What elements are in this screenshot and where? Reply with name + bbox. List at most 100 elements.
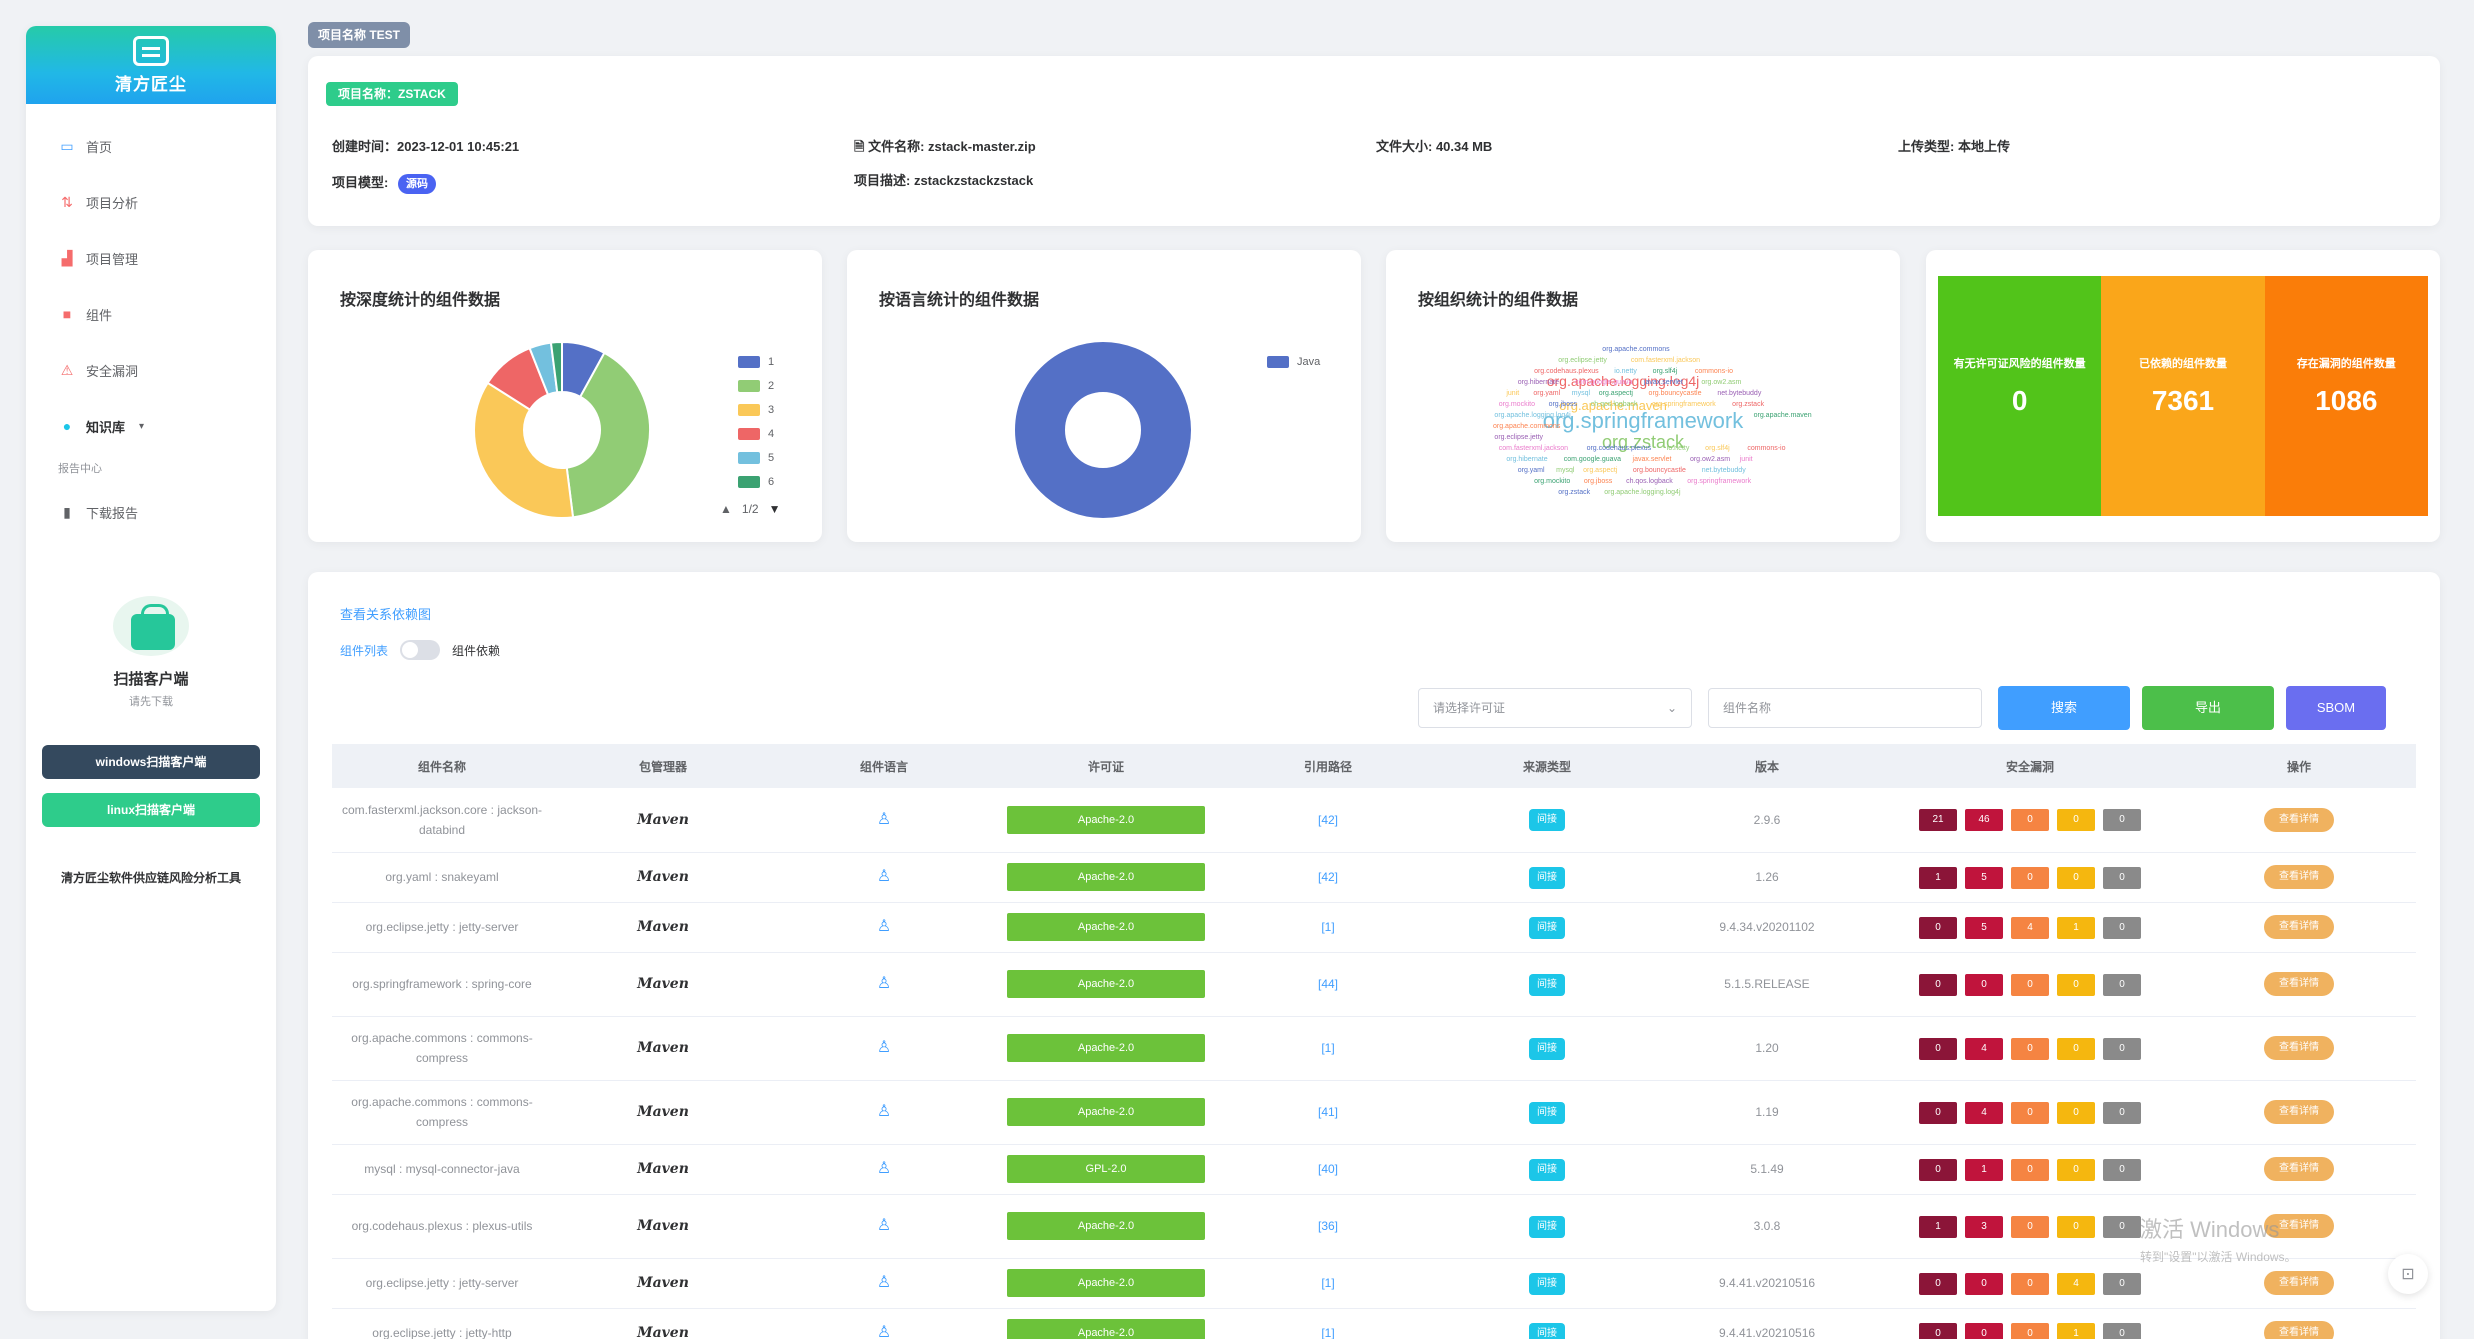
cite-path-link[interactable]: [36] (1317, 1219, 1338, 1233)
legend-item[interactable]: 1 (738, 350, 774, 374)
export-button[interactable]: 导出 (2142, 686, 2274, 730)
cite-path-link[interactable]: [42] (1317, 870, 1338, 884)
wordcloud-word[interactable]: org.zstack (1558, 489, 1590, 496)
toggle-left-label[interactable]: 组件列表 (340, 643, 389, 658)
wordcloud-word[interactable]: junit (1505, 390, 1519, 397)
cite-path-link[interactable]: [40] (1317, 1162, 1338, 1176)
wordcloud-word[interactable]: commons-io (1695, 368, 1733, 375)
wordcloud-word[interactable]: com.fasterxml.jackson (1631, 357, 1700, 364)
license-select[interactable]: 请选择许可证 ⌄ (1418, 688, 1692, 728)
brand-logo[interactable]: 清方匠尘 (26, 26, 276, 104)
wordcloud-word[interactable]: net.bytebuddy (1717, 390, 1761, 397)
cite-path-link[interactable]: [44] (1317, 977, 1338, 991)
wordcloud-word[interactable]: net.bytebuddy (1702, 467, 1746, 474)
wordcloud-word[interactable]: org.mockito (1499, 401, 1535, 408)
view-details-button[interactable]: 查看详情 (2264, 1036, 2334, 1060)
stat-license-risk[interactable]: 有无许可证风险的组件数量 0 (1938, 276, 2102, 516)
license-badge[interactable]: Apache-2.0 (1007, 805, 1205, 834)
view-details-button[interactable]: 查看详情 (2264, 1271, 2334, 1295)
legend-item[interactable]: 3 (738, 398, 774, 422)
next-page-icon[interactable]: ▼ (768, 502, 781, 516)
wordcloud-word[interactable]: org.apache.commons (1602, 346, 1670, 353)
wordcloud-word[interactable]: org.mockito (1534, 478, 1570, 485)
view-details-button[interactable]: 查看详情 (2264, 1321, 2334, 1339)
cite-path-link[interactable]: [1] (1321, 1041, 1335, 1055)
float-action-button[interactable]: ⊡ (2388, 1254, 2428, 1294)
license-badge[interactable]: Apache-2.0 (1007, 1212, 1205, 1240)
wordcloud-word[interactable]: org.codehaus.plexus (1587, 445, 1652, 452)
wordcloud-word[interactable]: org.apache.maven (1559, 398, 1667, 413)
wordcloud-word[interactable]: org.aspectj (1583, 467, 1618, 474)
wordcloud-word[interactable]: org.springframework (1652, 401, 1716, 408)
view-details-button[interactable]: 查看详情 (2264, 915, 2334, 939)
view-details-button[interactable]: 查看详情 (2264, 1157, 2334, 1181)
legend-item[interactable]: 2 (738, 374, 774, 398)
cite-path-link[interactable]: [1] (1321, 1276, 1335, 1290)
stat-vulnerable[interactable]: 存在漏洞的组件数量 1086 (2264, 276, 2428, 516)
wordcloud-word[interactable]: javax.servlet (1643, 379, 1683, 386)
wordcloud-word[interactable]: org.zstack (1732, 401, 1764, 408)
wordcloud-word[interactable]: org.bouncycastle (1633, 467, 1686, 474)
wordcloud-word[interactable]: ch.qos.logback (1591, 401, 1638, 408)
nav-item-project-analysis[interactable]: ⇅ 项目分析 (26, 174, 276, 230)
cite-path-link[interactable]: [1] (1321, 1326, 1335, 1339)
wordcloud-word[interactable]: org.springframework (1543, 408, 1745, 433)
license-badge[interactable]: Apache-2.0 (1007, 913, 1205, 941)
wordcloud-word[interactable]: junit (1739, 456, 1753, 463)
view-switch[interactable] (400, 640, 441, 660)
slice-depth-3[interactable] (473, 381, 575, 519)
legend-item[interactable]: 6 (738, 470, 774, 494)
stat-dependencies[interactable]: 已依赖的组件数量 7361 (2101, 276, 2265, 516)
legend-item[interactable]: 5 (738, 446, 774, 470)
wordcloud-word[interactable]: org.apache.maven (1754, 412, 1812, 419)
license-badge[interactable]: GPL-2.0 (1007, 1155, 1205, 1183)
windows-client-button[interactable]: windows扫描客户端 (42, 745, 260, 779)
wordcloud-word[interactable]: org.yaml (1533, 390, 1560, 397)
wordcloud-word[interactable]: commons-io (1747, 445, 1785, 452)
wordcloud-word[interactable]: org.springframework (1687, 478, 1751, 485)
nav-item-project-manage[interactable]: ▟ 项目管理 (26, 230, 276, 286)
wordcloud-word[interactable]: org.hibernate (1518, 379, 1559, 386)
wordcloud-word[interactable]: com.google.guava (1564, 456, 1621, 463)
cite-path-link[interactable]: [41] (1317, 1105, 1338, 1119)
slice-depth-6[interactable] (549, 340, 563, 394)
wordcloud-word[interactable]: org.eclipse.jetty (1558, 357, 1607, 364)
wordcloud-word[interactable]: io.netty (1614, 368, 1637, 375)
license-badge[interactable]: Apache-2.0 (1007, 1269, 1205, 1297)
view-details-button[interactable]: 查看详情 (2264, 972, 2334, 996)
license-badge[interactable]: Apache-2.0 (1007, 970, 1205, 998)
project-tab-tag[interactable]: 项目名称 TEST (308, 22, 411, 48)
license-badge[interactable]: Apache-2.0 (1007, 1098, 1205, 1126)
slice-depth-2[interactable] (565, 351, 651, 519)
nav-item-vulnerabilities[interactable]: ⚠ 安全漏洞 (26, 342, 276, 398)
legend-item[interactable]: 4 (738, 422, 774, 446)
slice-java[interactable] (1015, 342, 1191, 518)
wordcloud-word[interactable]: javax.servlet (1632, 456, 1672, 463)
nav-item-home[interactable]: ▭ 首页 (26, 118, 276, 174)
view-details-button[interactable]: 查看详情 (2264, 807, 2334, 832)
wordcloud-word[interactable]: org.apache.logging.log4j (1604, 489, 1681, 496)
wordcloud-word[interactable]: org.slf4j (1705, 445, 1730, 452)
wordcloud-word[interactable]: org.hibernate (1506, 456, 1547, 463)
wordcloud-word[interactable]: ch.qos.logback (1626, 478, 1673, 485)
cite-path-link[interactable]: [1] (1321, 920, 1335, 934)
wordcloud-word[interactable]: org.aspectj (1599, 390, 1634, 397)
nav-item-knowledge-base[interactable]: ● 知识库 ▾ (26, 398, 276, 454)
wordcloud-word[interactable]: com.fasterxml.jackson (1499, 445, 1568, 452)
wordcloud-word[interactable]: com.google.guava (1575, 379, 1632, 386)
sbom-button[interactable]: SBOM (2286, 686, 2386, 730)
wordcloud-word[interactable]: org.bouncycastle (1649, 390, 1702, 397)
prev-page-icon[interactable]: ▲ (720, 502, 732, 516)
license-badge[interactable]: Apache-2.0 (1007, 1034, 1205, 1062)
linux-client-button[interactable]: linux扫描客户端 (42, 793, 260, 827)
wordcloud-word[interactable]: mysql (1572, 390, 1591, 397)
view-details-button[interactable]: 查看详情 (2264, 1214, 2334, 1238)
toggle-right-label[interactable]: 组件依赖 (452, 643, 501, 658)
wordcloud-word[interactable]: org.apache.logging.log4j (1494, 412, 1571, 419)
view-details-button[interactable]: 查看详情 (2264, 1100, 2334, 1124)
wordcloud-word[interactable]: org.ow2.asm (1701, 379, 1741, 386)
wordcloud-word[interactable]: org.apache.logging.log4j (1547, 373, 1700, 389)
nav-item-components[interactable]: ■ 组件 (26, 286, 276, 342)
license-badge[interactable]: Apache-2.0 (1007, 863, 1205, 891)
wordcloud-word[interactable]: org.zstack (1602, 432, 1685, 452)
